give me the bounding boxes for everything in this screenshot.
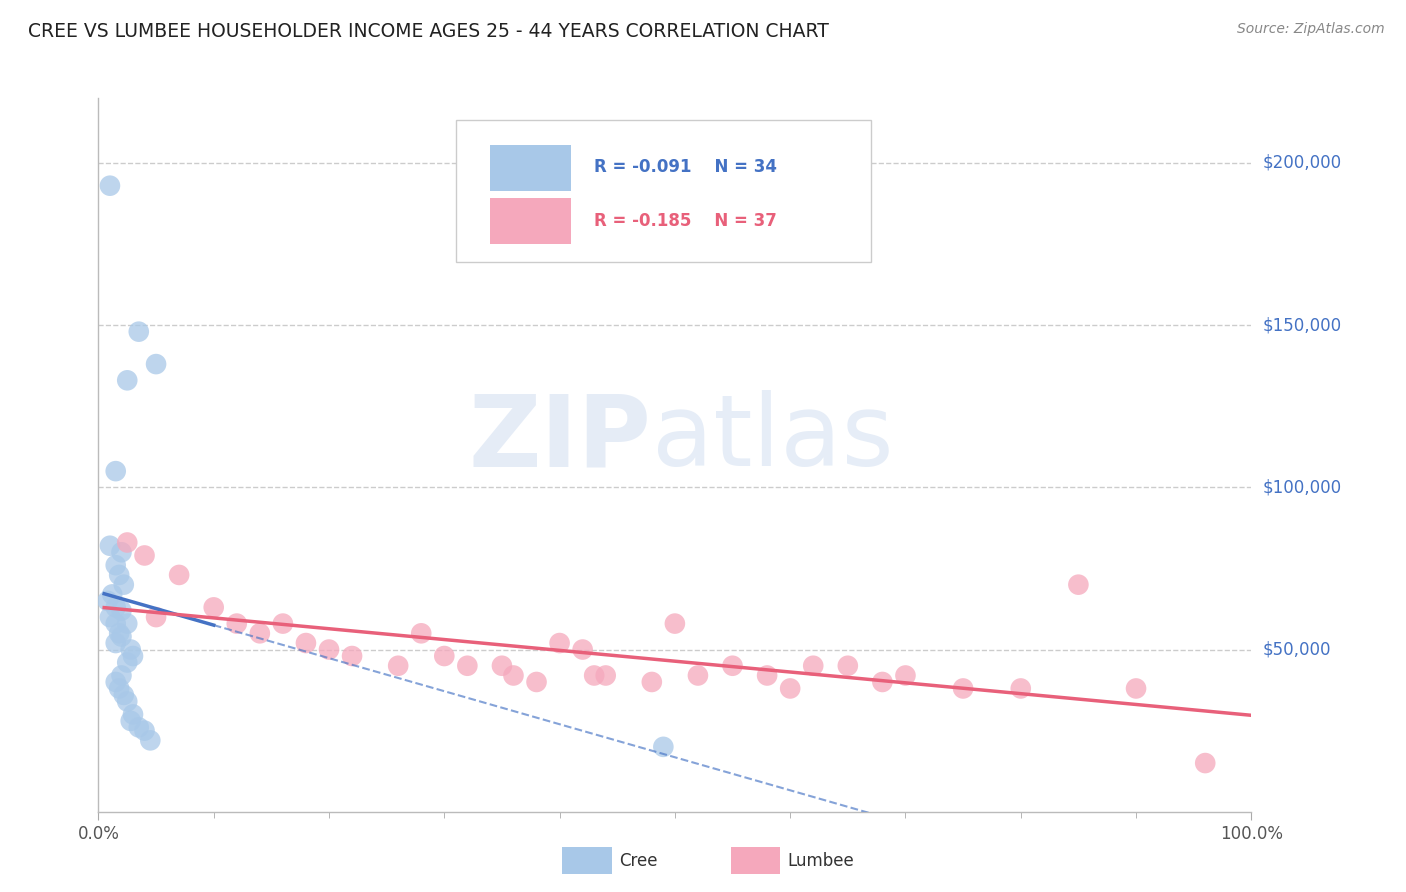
Point	[295, 636, 318, 650]
Point	[583, 668, 606, 682]
Point	[779, 681, 801, 696]
Point	[1067, 577, 1090, 591]
Point	[225, 616, 247, 631]
Point	[548, 636, 571, 650]
FancyBboxPatch shape	[456, 120, 870, 262]
Text: R = -0.091    N = 34: R = -0.091 N = 34	[595, 159, 778, 177]
Point	[112, 577, 135, 591]
Point	[1010, 681, 1032, 696]
Point	[98, 539, 121, 553]
Point	[110, 630, 132, 644]
Point	[202, 600, 225, 615]
Point	[98, 610, 121, 624]
Point	[571, 642, 593, 657]
Point	[721, 658, 744, 673]
Point	[387, 658, 409, 673]
Point	[104, 675, 127, 690]
Point	[491, 658, 513, 673]
Point	[652, 739, 675, 754]
Point	[122, 707, 145, 722]
Text: $200,000: $200,000	[1263, 154, 1341, 172]
Point	[145, 357, 167, 371]
Text: Source: ZipAtlas.com: Source: ZipAtlas.com	[1237, 22, 1385, 37]
Point	[664, 616, 686, 631]
Point	[117, 535, 139, 549]
Point	[117, 373, 139, 387]
Text: ZIP: ZIP	[470, 390, 652, 487]
Point	[756, 668, 779, 682]
Point	[249, 626, 271, 640]
Point	[411, 626, 433, 640]
Point	[134, 723, 156, 738]
Point	[122, 648, 145, 663]
Text: CREE VS LUMBEE HOUSEHOLDER INCOME AGES 25 - 44 YEARS CORRELATION CHART: CREE VS LUMBEE HOUSEHOLDER INCOME AGES 2…	[28, 22, 830, 41]
Point	[433, 648, 456, 663]
Point	[139, 733, 162, 747]
Point	[145, 610, 167, 624]
Point	[108, 568, 131, 582]
Point	[837, 658, 859, 673]
Point	[104, 558, 127, 573]
Point	[134, 549, 156, 563]
FancyBboxPatch shape	[491, 198, 571, 244]
Point	[108, 626, 131, 640]
Point	[112, 688, 135, 702]
Point	[117, 694, 139, 708]
Point	[128, 720, 150, 734]
Point	[641, 675, 664, 690]
Point	[104, 636, 127, 650]
Point	[456, 658, 478, 673]
Point	[502, 668, 524, 682]
Text: Lumbee: Lumbee	[787, 852, 853, 870]
Point	[117, 616, 139, 631]
Point	[110, 668, 132, 682]
Point	[120, 714, 142, 728]
Text: Cree: Cree	[619, 852, 657, 870]
Point	[872, 675, 894, 690]
Text: $100,000: $100,000	[1263, 478, 1341, 496]
Point	[101, 587, 124, 601]
Text: atlas: atlas	[652, 390, 893, 487]
Point	[108, 681, 131, 696]
Point	[801, 658, 824, 673]
Point	[686, 668, 709, 682]
Point	[526, 675, 548, 690]
Point	[271, 616, 294, 631]
Text: $150,000: $150,000	[1263, 316, 1341, 334]
Point	[110, 604, 132, 618]
Point	[117, 656, 139, 670]
Point	[340, 648, 363, 663]
Point	[894, 668, 917, 682]
Text: $50,000: $50,000	[1263, 640, 1331, 658]
Point	[104, 616, 127, 631]
Point	[1125, 681, 1147, 696]
Point	[128, 325, 150, 339]
Point	[318, 642, 340, 657]
Point	[110, 545, 132, 559]
Point	[97, 594, 120, 608]
Point	[1194, 756, 1216, 770]
Point	[104, 464, 127, 478]
FancyBboxPatch shape	[491, 145, 571, 191]
Point	[104, 600, 127, 615]
Point	[595, 668, 617, 682]
Text: R = -0.185    N = 37: R = -0.185 N = 37	[595, 212, 778, 230]
Point	[952, 681, 974, 696]
Point	[120, 642, 142, 657]
Point	[98, 178, 121, 193]
Point	[167, 568, 190, 582]
